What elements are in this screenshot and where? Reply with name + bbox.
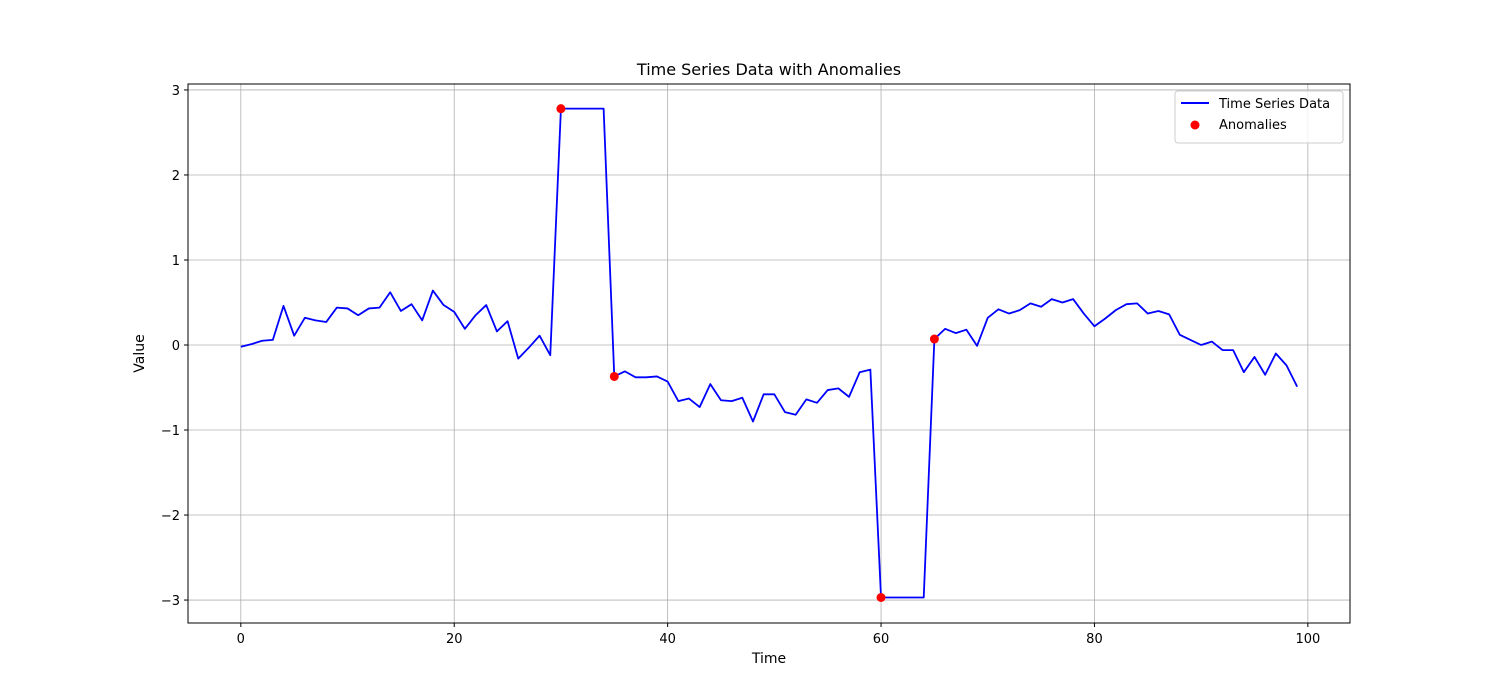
grid xyxy=(188,84,1350,623)
x-tick-label: 40 xyxy=(659,632,676,647)
y-tick-label: −3 xyxy=(161,594,180,609)
legend-entry-anomalies: Anomalies xyxy=(1219,118,1287,133)
legend-entry-time-series: Time Series Data xyxy=(1218,97,1330,112)
axes-frame xyxy=(187,83,1351,624)
anomaly-point xyxy=(876,592,886,602)
legend-scatter-swatch xyxy=(1190,120,1200,130)
y-tick-label: 0 xyxy=(172,339,180,354)
anomaly-point xyxy=(609,371,619,381)
y-axis-label: Value xyxy=(132,334,148,372)
plot-area xyxy=(240,104,1298,602)
y-tick-label: −2 xyxy=(161,509,180,524)
x-tick-label: 60 xyxy=(873,632,890,647)
chart-title: Time Series Data with Anomalies xyxy=(636,60,901,79)
x-tick-label: 0 xyxy=(237,632,245,647)
y-tick-label: 2 xyxy=(172,169,180,184)
legend: Time Series Data Anomalies xyxy=(1174,90,1344,144)
series-line-time-series-data xyxy=(240,107,1298,599)
y-tick-label: −1 xyxy=(161,424,180,439)
x-axis-label: Time xyxy=(751,651,786,667)
anomaly-point xyxy=(929,334,939,344)
ticks: 0 20 40 60 80 100 −3 −2 −1 0 1 2 3 xyxy=(161,84,1320,647)
x-tick-label: 100 xyxy=(1295,632,1320,647)
legend-box xyxy=(1174,90,1344,144)
x-tick-label: 20 xyxy=(446,632,463,647)
y-tick-label: 3 xyxy=(172,84,180,99)
x-tick-label: 80 xyxy=(1086,632,1103,647)
anomaly-point xyxy=(556,104,566,114)
y-tick-label: 1 xyxy=(172,254,180,269)
